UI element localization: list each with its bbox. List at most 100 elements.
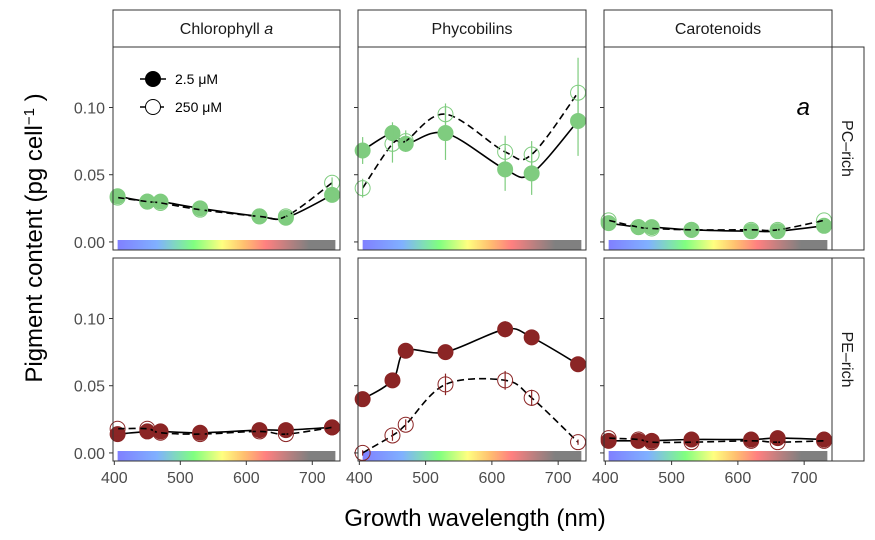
data-point-250uM xyxy=(743,221,760,238)
data-point-250uM xyxy=(600,212,617,229)
panel-border xyxy=(603,257,833,462)
data-point-250uM xyxy=(497,143,514,160)
data-point-2-5uM xyxy=(354,391,371,408)
data-point-250uM xyxy=(152,194,169,211)
x-tick-label: 400 xyxy=(101,470,128,487)
data-point-2-5uM xyxy=(437,344,454,361)
data-point-250uM xyxy=(251,208,268,225)
y-tick-label: 0.00 xyxy=(74,235,105,252)
spectrum-band xyxy=(117,240,336,250)
facet-panel xyxy=(600,46,833,251)
x-tick-label: 500 xyxy=(167,470,194,487)
column-strip xyxy=(357,9,587,48)
data-point-250uM xyxy=(384,427,401,444)
data-point-2-5uM xyxy=(324,186,341,203)
data-point-2-5uM xyxy=(109,426,126,443)
data-point-250uM xyxy=(523,146,540,163)
column-strip-label: Carotenoids xyxy=(675,21,761,38)
y-tick-label: 0.05 xyxy=(74,379,105,396)
x-tick-label: 600 xyxy=(233,470,260,487)
spectrum-band xyxy=(608,451,828,461)
row-strip xyxy=(831,257,865,462)
x-axis-title: Growth wavelength (nm) xyxy=(344,505,605,532)
x-tick-label: 400 xyxy=(346,470,373,487)
data-point-2-5uM xyxy=(523,329,540,346)
y-tick-label: 0.05 xyxy=(74,168,105,185)
row-strip-label: PE–rich xyxy=(838,331,855,387)
x-tick-label: 600 xyxy=(479,470,506,487)
panel-annotation: a xyxy=(797,94,810,121)
y-tick-label: 0.00 xyxy=(74,446,105,463)
data-point-250uM xyxy=(769,221,786,238)
facet-panel xyxy=(354,46,587,251)
legend-marker xyxy=(145,71,161,87)
data-point-250uM xyxy=(384,135,401,152)
panel-border xyxy=(603,46,833,251)
column-strip xyxy=(603,9,833,48)
panel-border xyxy=(112,257,341,462)
x-tick-label: 600 xyxy=(725,470,752,487)
data-point-250uM xyxy=(683,221,700,238)
panel-border xyxy=(357,46,587,251)
data-point-250uM xyxy=(497,372,514,389)
data-point-250uM xyxy=(437,106,454,123)
legend-label: 250 μM xyxy=(175,99,222,115)
facet-panel: 0.00 0.05 0.10 400 500 600 700 xyxy=(74,257,341,487)
data-point-250uM xyxy=(643,434,660,451)
column-strip xyxy=(112,9,341,48)
data-point-250uM xyxy=(139,420,156,437)
data-point-2-5uM xyxy=(384,372,401,389)
data-point-250uM xyxy=(437,376,454,393)
data-point-2-5uM xyxy=(437,125,454,142)
x-tick-label: 500 xyxy=(412,470,439,487)
facet-panel: 400 500 600 700 xyxy=(346,257,587,487)
series-line-2-5uM xyxy=(362,327,579,400)
facet-panel: 400 500 600 700 xyxy=(592,257,833,487)
data-point-250uM xyxy=(769,434,786,451)
data-point-250uM xyxy=(643,220,660,237)
data-point-250uM xyxy=(152,424,169,441)
data-point-250uM xyxy=(683,434,700,451)
x-tick-label: 500 xyxy=(658,470,685,487)
data-point-250uM xyxy=(354,180,371,197)
data-point-250uM xyxy=(600,430,617,447)
series-line-250uM xyxy=(362,377,579,454)
legend-label: 2.5 μM xyxy=(175,71,218,87)
data-point-250uM xyxy=(277,426,294,443)
data-point-250uM xyxy=(192,201,209,218)
row-strip-label: PC–rich xyxy=(838,120,855,177)
x-tick-label: 700 xyxy=(299,470,326,487)
spectrum-band xyxy=(362,451,582,461)
x-tick-label: 400 xyxy=(592,470,619,487)
spectrum-band xyxy=(117,451,336,461)
data-point-250uM xyxy=(630,219,647,236)
data-point-250uM xyxy=(251,423,268,440)
column-strip-label: Phycobilins xyxy=(432,21,513,38)
row-strip xyxy=(831,46,865,251)
spectrum-band xyxy=(608,240,828,250)
data-point-250uM xyxy=(523,389,540,406)
data-point-2-5uM xyxy=(354,142,371,159)
y-axis-title: Pigment content (pg cell−1 ) xyxy=(21,93,49,382)
panel-grid: Chlorophyll a Phycobilins Carotenoids PC–ri… xyxy=(74,9,865,487)
panel-border xyxy=(112,46,341,251)
x-tick-label: 700 xyxy=(791,470,818,487)
facet-panel: 0.00 0.05 0.10 xyxy=(74,46,341,252)
data-point-2-5uM xyxy=(497,321,514,338)
data-point-250uM xyxy=(109,189,126,206)
y-tick-label: 0.10 xyxy=(74,311,105,328)
data-point-2-5uM xyxy=(523,165,540,182)
data-point-250uM xyxy=(630,431,647,448)
panel-border xyxy=(357,257,587,462)
data-point-250uM xyxy=(743,432,760,449)
data-point-2-5uM xyxy=(397,342,414,359)
data-point-250uM xyxy=(192,426,209,443)
data-point-250uM xyxy=(277,208,294,225)
legend-marker xyxy=(145,99,161,115)
y-tick-label: 0.10 xyxy=(74,100,105,117)
data-point-250uM xyxy=(109,420,126,437)
x-tick-label: 700 xyxy=(545,470,572,487)
data-point-2-5uM xyxy=(570,356,587,373)
legend: 2.5 μM 250 μM xyxy=(140,71,222,115)
